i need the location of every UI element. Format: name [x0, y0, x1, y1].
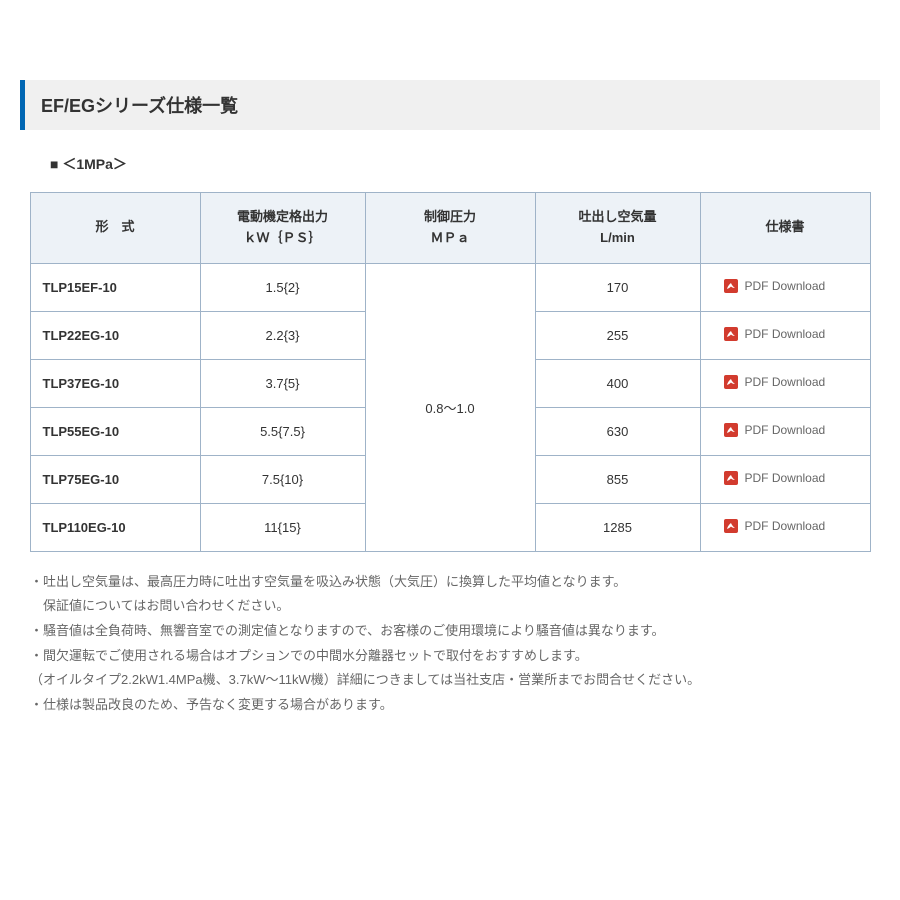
cell-pressure-merged: 0.8～1.0 [365, 263, 535, 551]
cell-pdf: PDF Download [700, 359, 870, 407]
pdf-icon [723, 422, 739, 438]
cell-power: 3.7{5} [200, 359, 365, 407]
section-title: EF/EGシリーズ仕様一覧 [41, 92, 864, 118]
pdf-label: PDF Download [745, 519, 826, 533]
note-line: 保証値についてはお問い合わせください。 [30, 594, 870, 619]
cell-model: TLP110EG-10 [30, 503, 200, 551]
table-header-row: 形 式 電動機定格出力 ｋＷ｛ＰＳ｝ 制御圧力 ＭＰａ 吐出し空気量 L/min… [30, 193, 870, 264]
cell-air: 400 [535, 359, 700, 407]
cell-pdf: PDF Download [700, 503, 870, 551]
th-power: 電動機定格出力 ｋＷ｛ＰＳ｝ [200, 193, 365, 264]
pdf-download-link[interactable]: PDF Download [723, 518, 826, 534]
th-air: 吐出し空気量 L/min [535, 193, 700, 264]
th-pressure: 制御圧力 ＭＰａ [365, 193, 535, 264]
pdf-label: PDF Download [745, 279, 826, 293]
cell-model: TLP55EG-10 [30, 407, 200, 455]
cell-pdf: PDF Download [700, 311, 870, 359]
cell-air: 255 [535, 311, 700, 359]
notes-block: ・吐出し空気量は、最高圧力時に吐出す空気量を吸込み状態（大気圧）に換算した平均値… [30, 570, 870, 718]
pdf-download-link[interactable]: PDF Download [723, 278, 826, 294]
cell-pdf: PDF Download [700, 455, 870, 503]
note-line: ・騒音値は全負荷時、無響音室での測定値となりますので、お客様のご使用環境により騒… [30, 619, 870, 644]
pdf-icon [723, 470, 739, 486]
note-line: （オイルタイプ2.2kW1.4MPa機、3.7kW～11kW機）詳細につきまして… [30, 668, 870, 693]
subheading: ■ ＜1MPa＞ [50, 154, 880, 174]
cell-air: 855 [535, 455, 700, 503]
cell-model: TLP15EF-10 [30, 263, 200, 311]
note-line: ・間欠運転でご使用される場合はオプションでの中間水分離器セットで取付をおすすめし… [30, 644, 870, 669]
table-row: TLP15EF-101.5{2}0.8～1.0170 PDF Download [30, 263, 870, 311]
cell-model: TLP37EG-10 [30, 359, 200, 407]
pdf-label: PDF Download [745, 423, 826, 437]
pdf-label: PDF Download [745, 375, 826, 389]
cell-power: 5.5{7.5} [200, 407, 365, 455]
note-line: ・吐出し空気量は、最高圧力時に吐出す空気量を吸込み状態（大気圧）に換算した平均値… [30, 570, 870, 595]
cell-air: 630 [535, 407, 700, 455]
pdf-download-link[interactable]: PDF Download [723, 470, 826, 486]
section-header: EF/EGシリーズ仕様一覧 [20, 80, 880, 130]
th-spec: 仕様書 [700, 193, 870, 264]
spec-table: 形 式 電動機定格出力 ｋＷ｛ＰＳ｝ 制御圧力 ＭＰａ 吐出し空気量 L/min… [30, 192, 871, 552]
pdf-download-link[interactable]: PDF Download [723, 326, 826, 342]
pdf-download-link[interactable]: PDF Download [723, 422, 826, 438]
pdf-label: PDF Download [745, 471, 826, 485]
pdf-icon [723, 278, 739, 294]
note-line: ・仕様は製品改良のため、予告なく変更する場合があります。 [30, 693, 870, 718]
cell-power: 2.2{3} [200, 311, 365, 359]
pdf-download-link[interactable]: PDF Download [723, 374, 826, 390]
pdf-icon [723, 518, 739, 534]
cell-power: 7.5{10} [200, 455, 365, 503]
cell-model: TLP75EG-10 [30, 455, 200, 503]
cell-pdf: PDF Download [700, 407, 870, 455]
pdf-label: PDF Download [745, 327, 826, 341]
cell-power: 11{15} [200, 503, 365, 551]
th-model: 形 式 [30, 193, 200, 264]
cell-model: TLP22EG-10 [30, 311, 200, 359]
cell-air: 170 [535, 263, 700, 311]
cell-pdf: PDF Download [700, 263, 870, 311]
cell-air: 1285 [535, 503, 700, 551]
pdf-icon [723, 374, 739, 390]
cell-power: 1.5{2} [200, 263, 365, 311]
pdf-icon [723, 326, 739, 342]
